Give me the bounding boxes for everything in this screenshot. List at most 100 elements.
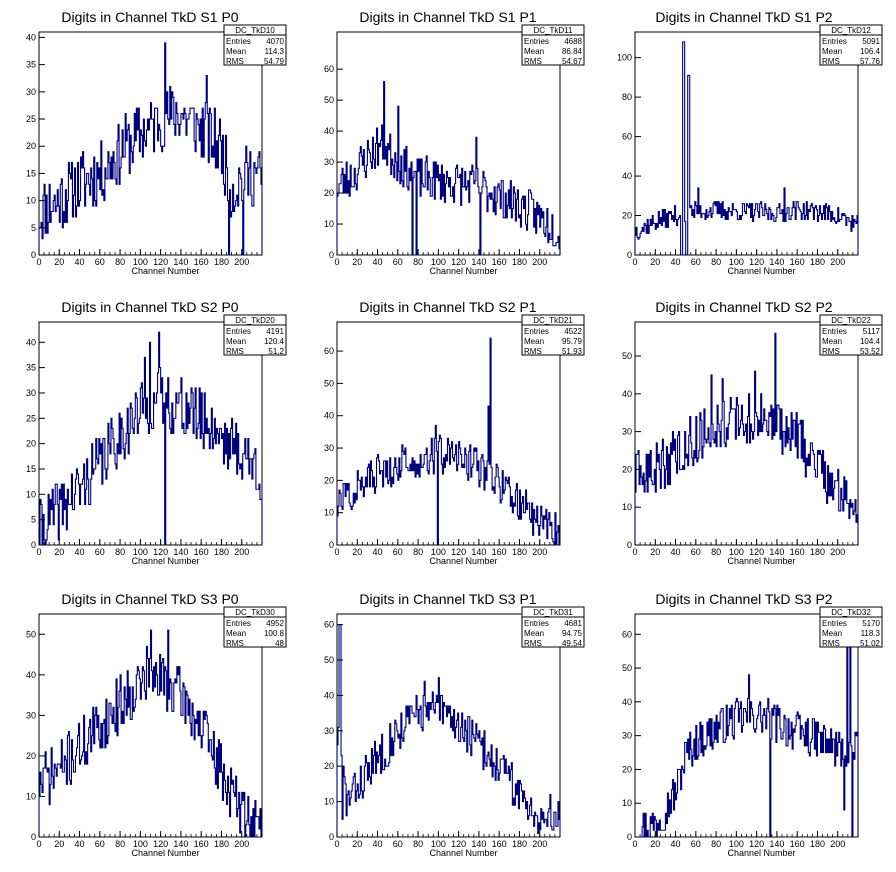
y-tick-label: 30 xyxy=(622,427,632,437)
stats-value: 86.84 xyxy=(562,47,583,56)
x-tick-label: 140 xyxy=(173,839,188,849)
stats-key: RMS xyxy=(524,347,542,356)
x-tick-label: 40 xyxy=(373,839,383,849)
stats-value: 4681 xyxy=(564,619,582,628)
histogram-line xyxy=(38,629,262,838)
y-tick-label: 0 xyxy=(329,250,334,260)
y-tick-label: 15 xyxy=(26,168,36,178)
y-tick-label: 50 xyxy=(324,95,334,105)
stats-key: Mean xyxy=(822,337,842,346)
x-tick-label: 180 xyxy=(810,257,825,267)
x-axis-label: Channel Number xyxy=(429,266,497,276)
y-tick-label: 25 xyxy=(26,413,36,423)
panel-title: Digits in Channel TkD S3 P0 xyxy=(61,591,238,607)
x-tick-label: 80 xyxy=(115,839,125,849)
y-tick-label: 30 xyxy=(26,710,36,720)
y-tick-label: 20 xyxy=(622,464,632,474)
x-tick-label: 80 xyxy=(413,547,423,557)
x-tick-label: 100 xyxy=(729,839,744,849)
stats-key: Entries xyxy=(226,619,251,628)
x-tick-label: 180 xyxy=(810,547,825,557)
stats-key: RMS xyxy=(822,57,840,66)
x-tick-label: 0 xyxy=(632,257,637,267)
stats-value: 53.52 xyxy=(860,347,881,356)
stats-box: DC_TkD32 Entries 5170 Mean 118.3 RMS 51.02 xyxy=(819,606,883,648)
stats-box: DC_TkD20 Entries 4191 Mean 120.4 RMS 51.2 xyxy=(223,314,287,356)
stats-key: Mean xyxy=(226,629,246,638)
x-tick-label: 160 xyxy=(790,839,805,849)
stats-box-frame xyxy=(521,606,585,648)
stats-name: DC_TkD30 xyxy=(235,608,275,617)
stats-box: DC_TkD11 Entries 4688 Mean 86.84 RMS 54.67 xyxy=(521,24,585,66)
x-tick-label: 140 xyxy=(471,547,486,557)
y-tick-label: 50 xyxy=(324,378,334,388)
stats-value: 100.8 xyxy=(264,629,285,638)
stats-box-frame xyxy=(819,314,883,356)
x-tick-label: 40 xyxy=(373,547,383,557)
x-tick-label: 120 xyxy=(153,547,168,557)
y-tick-label: 40 xyxy=(622,171,632,181)
stats-key: RMS xyxy=(524,57,542,66)
panel-title: Digits in Channel TkD S3 P2 xyxy=(655,591,832,607)
stats-name: DC_TkD32 xyxy=(831,608,871,617)
stats-box: DC_TkD30 Entries 4952 Mean 100.8 RMS 48 xyxy=(223,606,287,648)
x-tick-label: 120 xyxy=(451,547,466,557)
stats-key: RMS xyxy=(226,639,244,648)
stats-key: RMS xyxy=(226,347,244,356)
x-axis-label: Channel Number xyxy=(727,848,795,858)
x-tick-label: 40 xyxy=(75,257,85,267)
y-tick-label: 40 xyxy=(26,670,36,680)
stats-value: 49.54 xyxy=(562,639,583,648)
x-tick-label: 140 xyxy=(471,257,486,267)
y-tick-label: 40 xyxy=(622,389,632,399)
stats-value: 54.79 xyxy=(264,57,285,66)
stats-box-frame xyxy=(223,24,287,66)
y-tick-label: 10 xyxy=(26,489,36,499)
x-tick-label: 120 xyxy=(451,257,466,267)
x-tick-label: 60 xyxy=(691,839,701,849)
x-tick-label: 60 xyxy=(95,839,105,849)
y-tick-label: 0 xyxy=(627,832,632,842)
stats-value: 95.79 xyxy=(562,337,583,346)
x-tick-label: 80 xyxy=(711,257,721,267)
panel-title: Digits in Channel TkD S1 P0 xyxy=(61,9,238,25)
stats-value: 5170 xyxy=(862,619,880,628)
x-tick-label: 200 xyxy=(532,257,547,267)
y-tick-label: 20 xyxy=(622,764,632,774)
x-tick-label: 160 xyxy=(790,547,805,557)
x-tick-label: 80 xyxy=(115,257,125,267)
x-tick-label: 140 xyxy=(769,257,784,267)
x-tick-label: 0 xyxy=(36,547,41,557)
stats-value: 5091 xyxy=(862,37,880,46)
x-tick-label: 160 xyxy=(194,257,209,267)
stats-box: DC_TkD21 Entries 4522 Mean 95.79 RMS 51.93 xyxy=(521,314,585,356)
x-tick-label: 80 xyxy=(711,839,721,849)
panel-title: Digits in Channel TkD S2 P0 xyxy=(61,299,238,315)
stats-key: Entries xyxy=(524,327,549,336)
y-tick-label: 20 xyxy=(26,439,36,449)
x-tick-label: 80 xyxy=(413,839,423,849)
stats-key: Entries xyxy=(524,619,549,628)
x-axis-label: Channel Number xyxy=(429,848,497,858)
x-tick-label: 60 xyxy=(95,257,105,267)
x-tick-label: 40 xyxy=(75,839,85,849)
histogram-panel-5: Digits in Channel TkD S2 P10 20 40 60 80 100 1… xyxy=(324,299,585,566)
x-tick-label: 40 xyxy=(671,547,681,557)
x-axis-label: Channel Number xyxy=(429,556,497,566)
x-tick-label: 80 xyxy=(413,257,423,267)
stats-key: Mean xyxy=(822,47,842,56)
stats-key: Entries xyxy=(524,37,549,46)
histogram-line xyxy=(635,633,859,838)
stats-box-frame xyxy=(223,314,287,356)
x-tick-label: 80 xyxy=(711,547,721,557)
stats-key: Mean xyxy=(524,47,544,56)
y-tick-label: 40 xyxy=(622,697,632,707)
x-tick-label: 180 xyxy=(810,839,825,849)
stats-value: 4522 xyxy=(564,327,582,336)
histogram-line xyxy=(634,332,859,545)
y-tick-label: 15 xyxy=(26,464,36,474)
stats-key: Mean xyxy=(524,629,544,638)
x-tick-label: 120 xyxy=(153,257,168,267)
histogram-line xyxy=(336,624,561,837)
x-tick-label: 200 xyxy=(532,547,547,557)
